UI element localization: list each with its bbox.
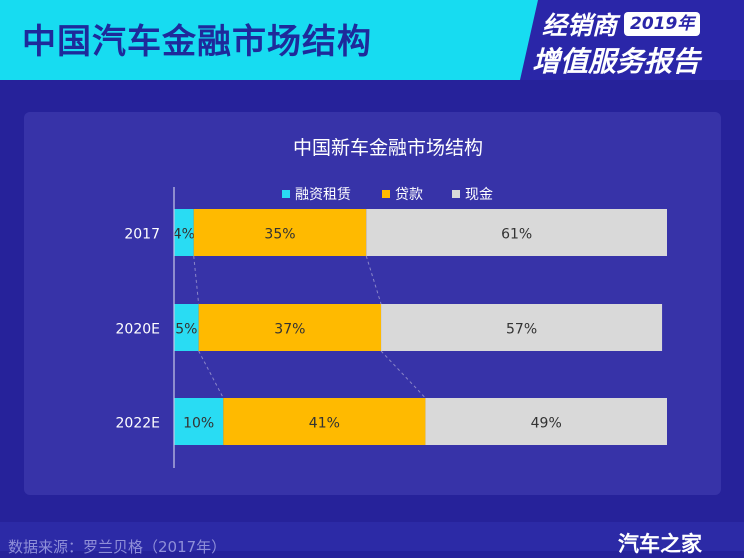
bar-0-2 — [174, 398, 224, 445]
data-label-1-1: 37% — [274, 322, 305, 338]
page-title: 中国汽车金融市场结构 — [22, 22, 372, 62]
data-label-1-0: 35% — [264, 227, 295, 243]
connector-0-0 — [193, 255, 200, 305]
category-label-2: 2022E — [116, 416, 160, 432]
footer-bar — [0, 522, 744, 551]
data-label-0-0: 4% — [173, 227, 195, 243]
data-label-2-0: 61% — [501, 227, 532, 243]
legend-label-1: 贷款 — [395, 187, 423, 203]
badge-bottom-text: 增值服务报告 — [532, 45, 701, 78]
bar-1-2 — [223, 398, 426, 445]
data-label-2-1: 57% — [506, 322, 537, 338]
chart-legend: 融资租赁 贷款 现金 — [282, 187, 493, 203]
data-label-0-1: 5% — [175, 322, 197, 338]
connector-1-0 — [198, 350, 224, 399]
bar-1-1 — [198, 304, 382, 351]
category-label-0: 2017 — [124, 227, 160, 243]
data-source-note: 数据来源：罗兰贝格（2017年） — [8, 538, 227, 556]
connector-0-1 — [365, 255, 382, 305]
legend-swatch-0 — [282, 190, 290, 198]
category-labels: 2017 2020E 2022E — [116, 227, 160, 432]
brand-logo-text: 汽车之家 — [618, 532, 702, 556]
connector-lines — [193, 255, 426, 399]
category-label-1: 2020E — [116, 322, 160, 338]
data-label-1-2: 41% — [309, 416, 340, 432]
bar-1-0 — [193, 209, 367, 256]
bar-group: 4% 35% 61% 5% 37% 57% 10% 41% 49% — [173, 209, 667, 445]
bar-2-0 — [366, 209, 667, 256]
legend-swatch-1 — [382, 190, 390, 198]
bar-2-2 — [425, 398, 667, 445]
bar-2-1 — [381, 304, 663, 351]
connector-1-1 — [380, 350, 426, 399]
data-label-0-2: 10% — [183, 416, 214, 432]
legend-swatch-2 — [452, 190, 460, 198]
legend-label-2: 现金 — [465, 187, 493, 203]
bar-0-1 — [174, 304, 199, 351]
legend-label-0: 融资租赁 — [295, 187, 351, 203]
data-label-2-2: 49% — [531, 416, 562, 432]
bar-0-0 — [174, 209, 194, 256]
badge-year: 2019年 — [624, 12, 701, 36]
chart-title: 中国新车金融市场结构 — [293, 137, 483, 159]
badge-top-text: 经销商 — [542, 11, 618, 40]
